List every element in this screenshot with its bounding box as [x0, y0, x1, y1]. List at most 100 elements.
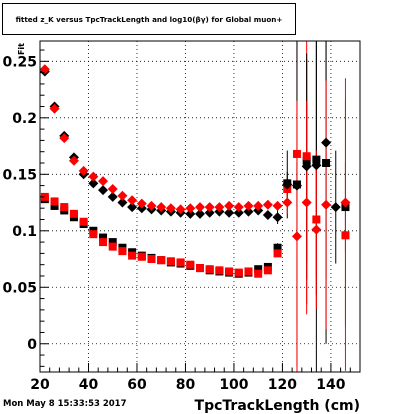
- data-point-diamond: [68, 155, 79, 166]
- axis-ticks: [39, 49, 351, 372]
- data-point-diamond: [262, 209, 273, 220]
- x-tick-label: 140: [316, 377, 345, 393]
- data-point-square: [40, 192, 49, 201]
- chart-title: fitted z_K versus TpcTrackLength and log…: [15, 14, 283, 24]
- data-point-square: [205, 265, 214, 274]
- data-point-diamond: [340, 197, 351, 208]
- data-point-diamond: [301, 197, 312, 208]
- data-point-diamond: [224, 200, 235, 211]
- x-tick-label: 20: [30, 377, 50, 393]
- x-tick-label: 60: [127, 377, 147, 393]
- data-point-square: [292, 149, 301, 158]
- data-point-diamond: [204, 207, 215, 218]
- data-point-square: [79, 217, 88, 226]
- data-point-diamond: [88, 171, 99, 182]
- data-point-square: [215, 266, 224, 275]
- data-point-square: [176, 258, 185, 267]
- data-point-square: [108, 238, 117, 247]
- y-tick-label: 0.25: [2, 54, 37, 70]
- data-point-diamond: [282, 197, 293, 208]
- data-point-square: [322, 159, 331, 168]
- data-point-square: [312, 215, 321, 224]
- x-tick-label: 120: [268, 377, 297, 393]
- data-point-square: [273, 243, 282, 252]
- data-point-square: [60, 203, 69, 212]
- data-point-diamond: [98, 185, 109, 196]
- data-point-diamond: [165, 203, 176, 214]
- data-point-square: [263, 266, 272, 275]
- data-point-square: [157, 256, 166, 265]
- data-point-diamond: [262, 199, 273, 210]
- data-point-diamond: [107, 191, 118, 202]
- data-point-diamond: [233, 207, 244, 218]
- x-tick-label: 80: [176, 377, 196, 393]
- data-point-diamond: [272, 200, 283, 211]
- data-point-square: [302, 152, 311, 161]
- plot-frame: [39, 40, 361, 373]
- data-point-diamond: [136, 198, 147, 209]
- data-point-square: [50, 197, 59, 206]
- data-point-diamond: [311, 160, 322, 171]
- y-tick-label: 0.2: [12, 111, 37, 127]
- data-point-diamond: [127, 202, 138, 213]
- data-point-diamond: [204, 202, 215, 213]
- x-tick-label: 40: [79, 377, 99, 393]
- data-point-square: [302, 156, 311, 165]
- data-point-square: [244, 267, 253, 276]
- y-tick-label: 0.05: [2, 280, 37, 296]
- data-point-diamond: [59, 133, 70, 144]
- chart-title-box: fitted z_K versus TpcTrackLength and log…: [2, 3, 296, 35]
- data-point-diamond: [39, 64, 50, 75]
- data-point-diamond: [301, 161, 312, 172]
- y-axis-title: Fit: [17, 43, 26, 55]
- data-point-square: [196, 264, 204, 273]
- data-point-diamond: [78, 165, 89, 176]
- data-point-square: [147, 255, 156, 264]
- data-point-diamond: [214, 202, 225, 213]
- tick-labels: 20 40 60 80 100 120 140 0 0.05 0.1 0.15 0.2 0.25: [2, 54, 345, 393]
- grid-lines: [39, 41, 360, 372]
- y-tick-label: 0.1: [12, 224, 37, 240]
- timestamp: Mon May 8 15:33:53 2017: [3, 399, 127, 409]
- data-point-diamond: [330, 202, 341, 213]
- data-point-square: [69, 209, 78, 218]
- data-point-diamond: [282, 179, 293, 190]
- data-point-square: [312, 155, 321, 164]
- data-point-diamond: [195, 208, 205, 219]
- data-markers: [39, 64, 351, 278]
- data-point-diamond: [243, 206, 254, 217]
- data-point-square: [137, 252, 146, 261]
- x-tick-label: 100: [219, 377, 248, 393]
- data-point-square: [186, 260, 195, 269]
- data-point-diamond: [146, 200, 157, 211]
- data-point-diamond: [127, 195, 138, 206]
- data-point-square: [99, 233, 108, 242]
- data-point-diamond: [224, 207, 235, 218]
- data-point-square: [166, 257, 175, 266]
- data-point-diamond: [233, 202, 244, 213]
- data-point-diamond: [291, 180, 302, 191]
- data-point-diamond: [311, 224, 322, 235]
- data-point-diamond: [321, 199, 332, 210]
- data-point-diamond: [321, 137, 332, 148]
- y-tick-label: 0.15: [2, 167, 37, 183]
- data-point-diamond: [117, 197, 128, 208]
- data-point-diamond: [185, 208, 196, 219]
- data-point-square: [108, 242, 117, 251]
- data-point-square: [254, 265, 263, 274]
- data-point-square: [234, 268, 243, 277]
- data-point-diamond: [175, 204, 186, 215]
- data-point-square: [225, 267, 234, 276]
- data-point-diamond: [195, 202, 205, 213]
- x-axis-title: TpcTrackLength (cm): [195, 398, 360, 414]
- data-point-square: [273, 249, 282, 258]
- data-point-diamond: [272, 212, 283, 223]
- data-point-diamond: [156, 202, 167, 213]
- data-point-square: [254, 269, 263, 278]
- y-tick-label: 0: [27, 337, 37, 353]
- data-point-square: [89, 230, 98, 239]
- data-point-diamond: [49, 103, 60, 114]
- data-point-square: [99, 238, 108, 247]
- data-point-diamond: [185, 203, 196, 214]
